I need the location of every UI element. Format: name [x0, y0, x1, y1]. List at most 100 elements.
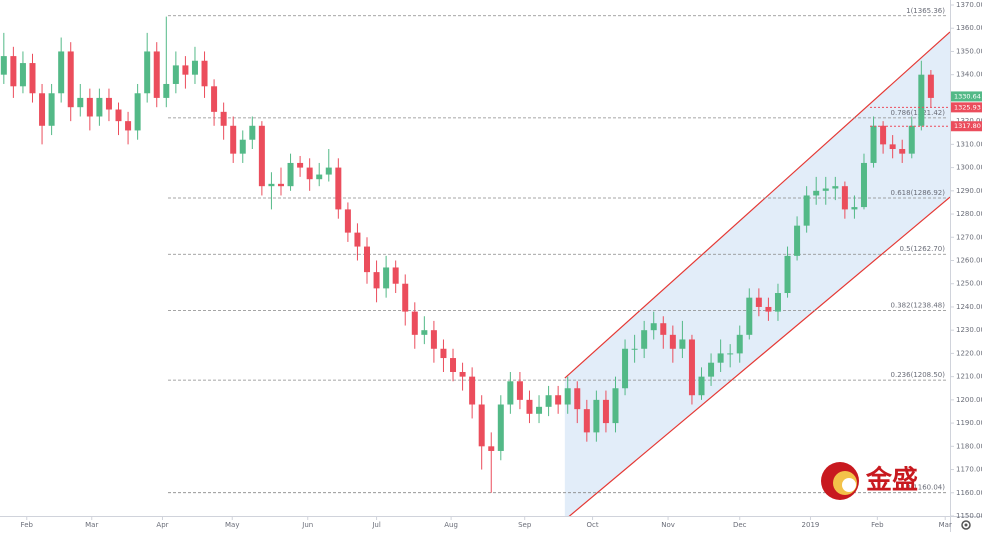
candle-body — [430, 330, 437, 349]
candle-body — [105, 97, 112, 110]
x-tick-label: Mar — [939, 521, 952, 529]
candle-body — [19, 63, 26, 87]
x-tick-label: Feb — [21, 521, 34, 529]
candle-body — [784, 255, 791, 294]
candle-body — [277, 183, 284, 187]
x-tick-label: Nov — [661, 521, 675, 529]
candle-body — [144, 51, 151, 94]
candle-body — [325, 167, 332, 175]
fib-label: 0.786(1321.42) — [891, 109, 946, 117]
y-tick-label: 1320.00 — [956, 117, 982, 125]
y-tick-label: 1360.00 — [956, 24, 982, 32]
settings-icon[interactable] — [961, 520, 971, 530]
candle-body — [899, 149, 906, 154]
candle-body — [10, 56, 17, 87]
candle-body — [163, 83, 170, 98]
candle-body — [201, 60, 208, 87]
x-tick-label: 2019 — [802, 521, 820, 529]
x-tick-label: May — [225, 521, 239, 529]
candle-body — [77, 97, 84, 108]
candle-body — [679, 339, 686, 349]
candle-body — [354, 232, 361, 247]
candle-body — [813, 190, 820, 196]
candle-body — [908, 125, 915, 154]
candle-body — [440, 348, 447, 359]
candle-body — [469, 376, 476, 405]
candle-body — [803, 195, 810, 226]
candle-body — [622, 348, 629, 389]
y-tick-label: 1220.00 — [956, 349, 982, 357]
x-tick-label: Aug — [444, 521, 458, 529]
y-tick-label: 1340.00 — [956, 71, 982, 79]
candle-body — [287, 162, 294, 187]
candle-body — [516, 381, 523, 400]
price-badge — [951, 121, 982, 132]
candle-body — [822, 188, 829, 191]
y-tick-label: 1370.00 — [956, 1, 982, 9]
candle-body — [555, 395, 562, 405]
x-tick-label: Sep — [518, 521, 532, 529]
candle-body — [220, 111, 227, 126]
x-tick-label: Apr — [156, 521, 168, 529]
y-tick-label: 1280.00 — [956, 210, 982, 218]
y-tick-label: 1310.00 — [956, 140, 982, 148]
candle-body — [392, 267, 399, 284]
logo: 金盛 — [821, 462, 918, 500]
y-tick-label: 1160.00 — [956, 489, 982, 497]
y-tick-label: 1350.00 — [956, 47, 982, 55]
candle-body — [383, 267, 390, 289]
channel-fill — [564, 31, 950, 516]
channel-line — [568, 196, 950, 516]
candle-body — [411, 311, 418, 335]
price-badge-label: 1330.64 — [954, 92, 981, 100]
candle-body — [39, 93, 46, 126]
candle-body — [889, 144, 896, 150]
price-badge-label: 1317.80 — [954, 122, 981, 130]
candle-body — [115, 109, 122, 122]
candle-body — [421, 330, 428, 335]
candle-body — [344, 209, 351, 233]
x-tick-label: Dec — [733, 521, 747, 529]
candle-body — [526, 399, 533, 414]
candle-body — [96, 97, 103, 117]
y-tick-label: 1270.00 — [956, 233, 982, 241]
candle-body — [134, 93, 141, 131]
candle-body — [918, 74, 925, 126]
candle-body — [755, 297, 762, 307]
candle-body — [0, 56, 7, 75]
price-badge — [951, 91, 982, 102]
candle-body — [258, 125, 265, 187]
candle-body — [507, 381, 514, 405]
candle-body — [249, 125, 256, 140]
candle-body — [612, 388, 619, 424]
candle-body — [717, 353, 724, 363]
fib-label: 0.236(1208.50) — [891, 371, 946, 379]
logo-text: 金盛 — [865, 465, 918, 496]
candle-body — [364, 246, 371, 273]
y-tick-label: 1150.00 — [956, 512, 982, 520]
candle-body — [851, 207, 858, 210]
candle-body — [545, 395, 552, 407]
candle-body — [306, 167, 313, 180]
candle-body — [182, 65, 189, 75]
candle-body — [641, 330, 648, 349]
y-tick-label: 1290.00 — [956, 187, 982, 195]
candle-body — [297, 162, 304, 168]
candle-body — [860, 162, 867, 208]
candle-body — [402, 283, 409, 312]
candle-body — [602, 399, 609, 424]
fib-label: 0(1160.04) — [906, 484, 945, 492]
candle-body — [373, 272, 380, 289]
y-tick-label: 1240.00 — [956, 303, 982, 311]
y-tick-label: 1200.00 — [956, 396, 982, 404]
candle-body — [191, 60, 198, 75]
x-tick-label: Jun — [301, 521, 313, 529]
x-tick-label: Feb — [871, 521, 884, 529]
candle-body — [727, 353, 734, 355]
y-tick-label: 1210.00 — [956, 373, 982, 381]
x-tick-label: Oct — [587, 521, 599, 529]
candle-body — [86, 97, 93, 117]
y-tick-label: 1300.00 — [956, 164, 982, 172]
